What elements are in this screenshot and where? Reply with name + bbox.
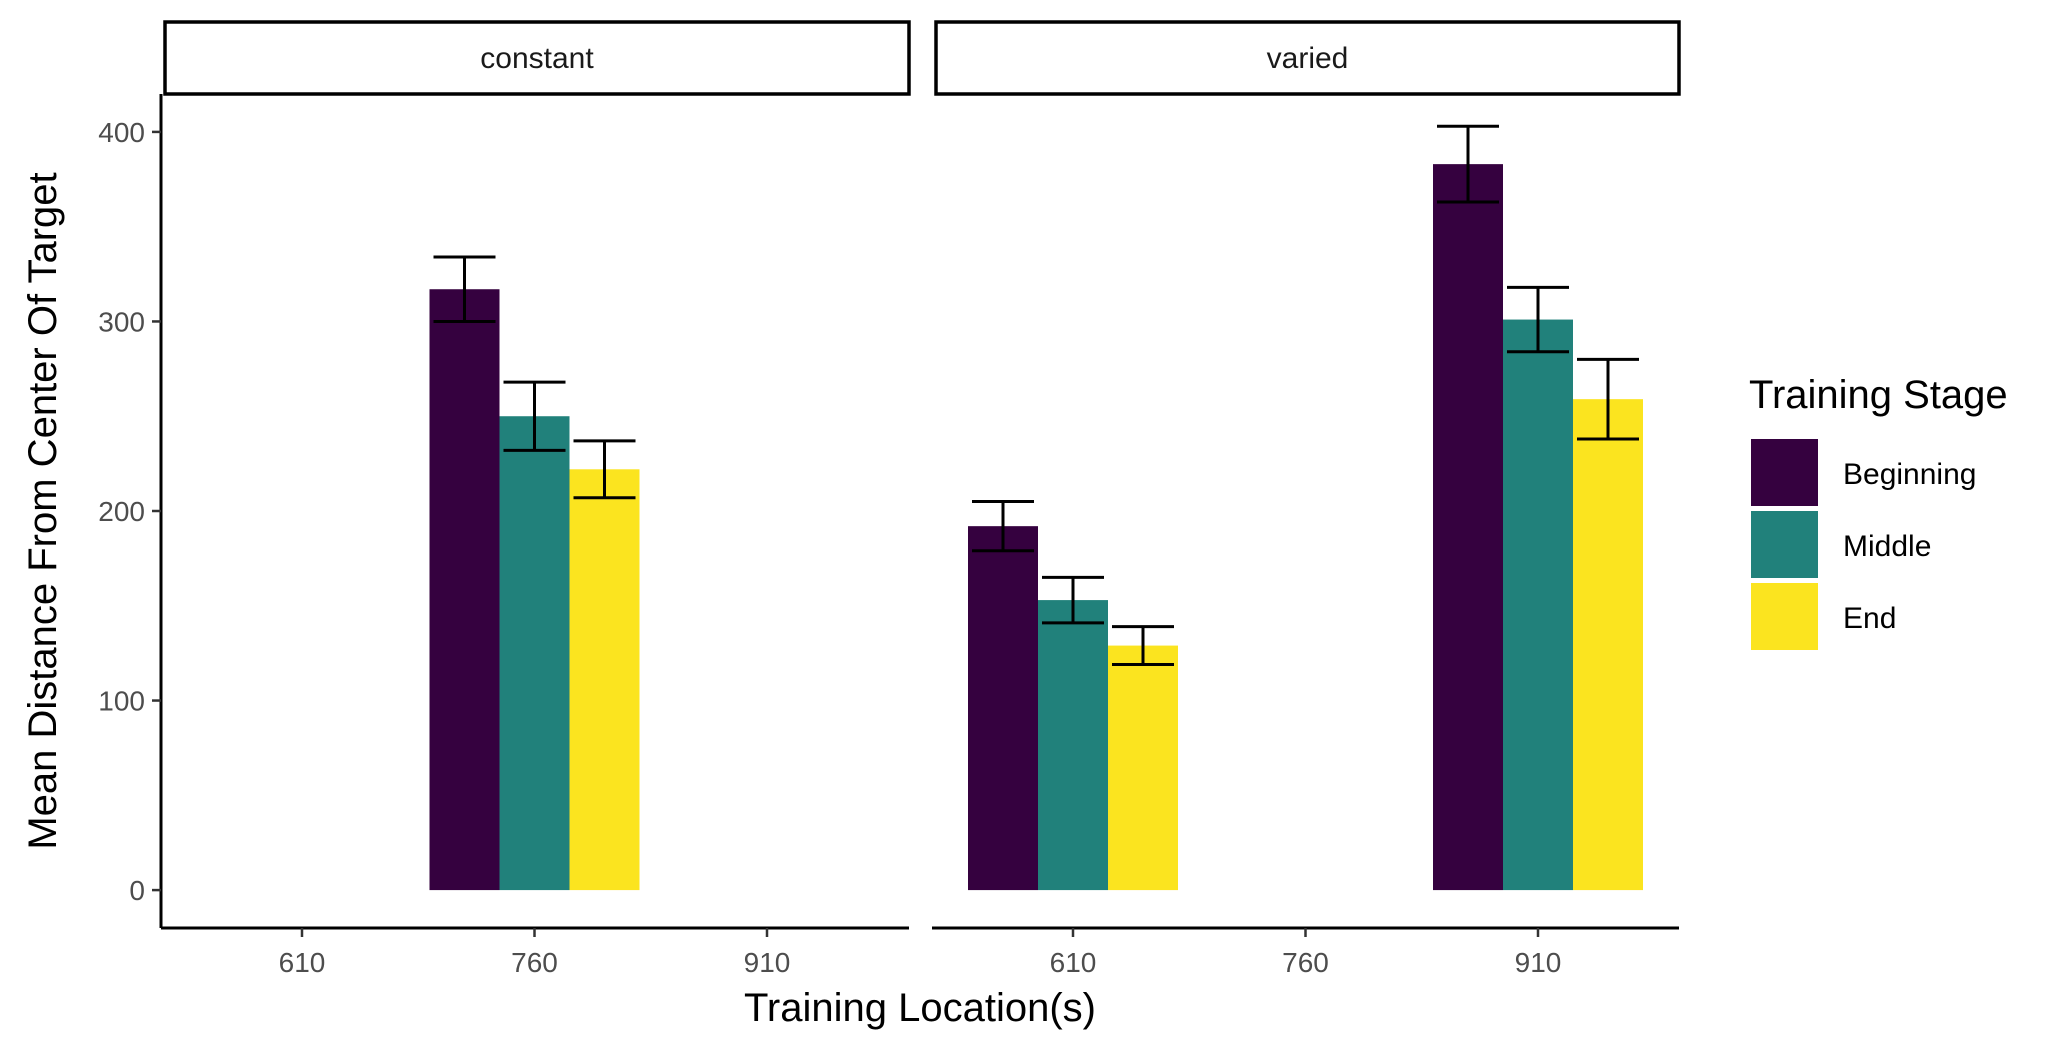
y-tick-label: 300 — [98, 306, 145, 337]
bar — [1038, 600, 1108, 891]
bar — [499, 416, 570, 891]
y-tick-label: 400 — [98, 117, 145, 148]
y-tick-label: 0 — [129, 875, 145, 906]
y-axis-title: Mean Distance From Center Of Target — [21, 172, 65, 849]
x-axis-title: Training Location(s) — [744, 986, 1096, 1030]
x-tick-label: 610 — [279, 947, 326, 978]
legend-key — [1751, 439, 1818, 506]
y-tick-label: 100 — [98, 686, 145, 717]
legend-label: Middle — [1843, 530, 1931, 563]
x-tick-label: 760 — [511, 947, 558, 978]
facet-strip — [163, 20, 911, 96]
x-tick-label: 910 — [1515, 947, 1562, 978]
bar — [429, 289, 500, 891]
bar — [968, 526, 1038, 891]
bar — [1433, 164, 1503, 891]
bar — [1503, 319, 1573, 891]
legend-label: Beginning — [1843, 458, 1976, 491]
bar — [1573, 399, 1643, 891]
facet-strip — [934, 20, 1681, 96]
x-tick-label: 910 — [744, 947, 791, 978]
legend-key — [1751, 511, 1818, 578]
bar — [1108, 645, 1178, 891]
facet-strip-label: constant — [480, 42, 594, 75]
bar — [569, 469, 640, 891]
x-tick-label: 760 — [1282, 947, 1329, 978]
facet-strip-label: varied — [1267, 42, 1349, 75]
y-tick-label: 200 — [98, 496, 145, 527]
legend-label: End — [1843, 602, 1896, 635]
legend-key — [1751, 583, 1818, 650]
legend-title: Training Stage — [1749, 373, 2008, 417]
x-tick-label: 610 — [1050, 947, 1097, 978]
